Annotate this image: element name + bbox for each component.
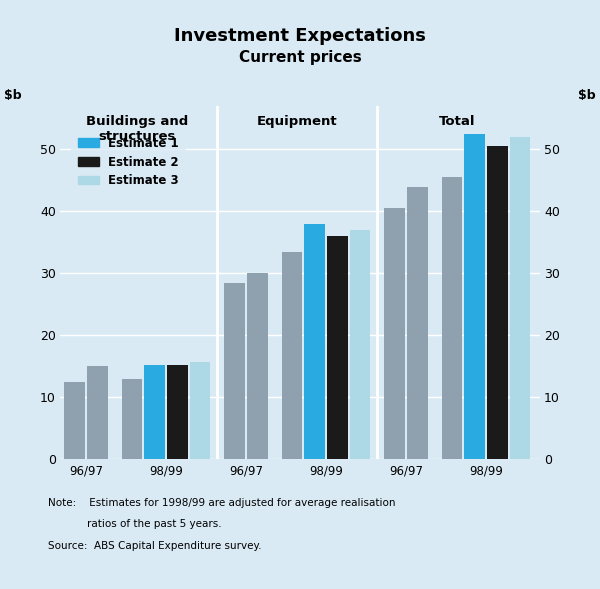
Text: Investment Expectations: Investment Expectations bbox=[174, 27, 426, 45]
Text: Note:    Estimates for 1998/99 are adjusted for average realisation: Note: Estimates for 1998/99 are adjusted… bbox=[48, 498, 395, 508]
Bar bbox=[327, 236, 347, 459]
Bar bbox=[167, 365, 188, 459]
Bar bbox=[190, 362, 210, 459]
Text: Current prices: Current prices bbox=[239, 50, 361, 65]
Bar bbox=[282, 252, 302, 459]
Bar bbox=[487, 146, 508, 459]
Bar bbox=[464, 134, 485, 459]
Bar bbox=[509, 137, 530, 459]
Text: Equipment: Equipment bbox=[257, 115, 338, 128]
Legend: Estimate 1, Estimate 2, Estimate 3: Estimate 1, Estimate 2, Estimate 3 bbox=[71, 130, 186, 194]
Bar bbox=[350, 230, 370, 459]
Text: Total: Total bbox=[439, 115, 476, 128]
Bar bbox=[122, 379, 142, 459]
Bar bbox=[87, 366, 107, 459]
Bar bbox=[247, 273, 268, 459]
Text: $b: $b bbox=[578, 90, 596, 102]
Text: Source:  ABS Capital Expenditure survey.: Source: ABS Capital Expenditure survey. bbox=[48, 541, 262, 551]
Text: ratios of the past 5 years.: ratios of the past 5 years. bbox=[48, 519, 221, 530]
Bar bbox=[304, 224, 325, 459]
Bar bbox=[442, 177, 463, 459]
Text: $b: $b bbox=[4, 90, 22, 102]
Bar bbox=[64, 382, 85, 459]
Bar bbox=[385, 209, 405, 459]
Bar bbox=[224, 283, 245, 459]
Text: Buildings and
structures: Buildings and structures bbox=[86, 115, 188, 143]
Bar bbox=[407, 187, 428, 459]
Bar bbox=[145, 365, 165, 459]
